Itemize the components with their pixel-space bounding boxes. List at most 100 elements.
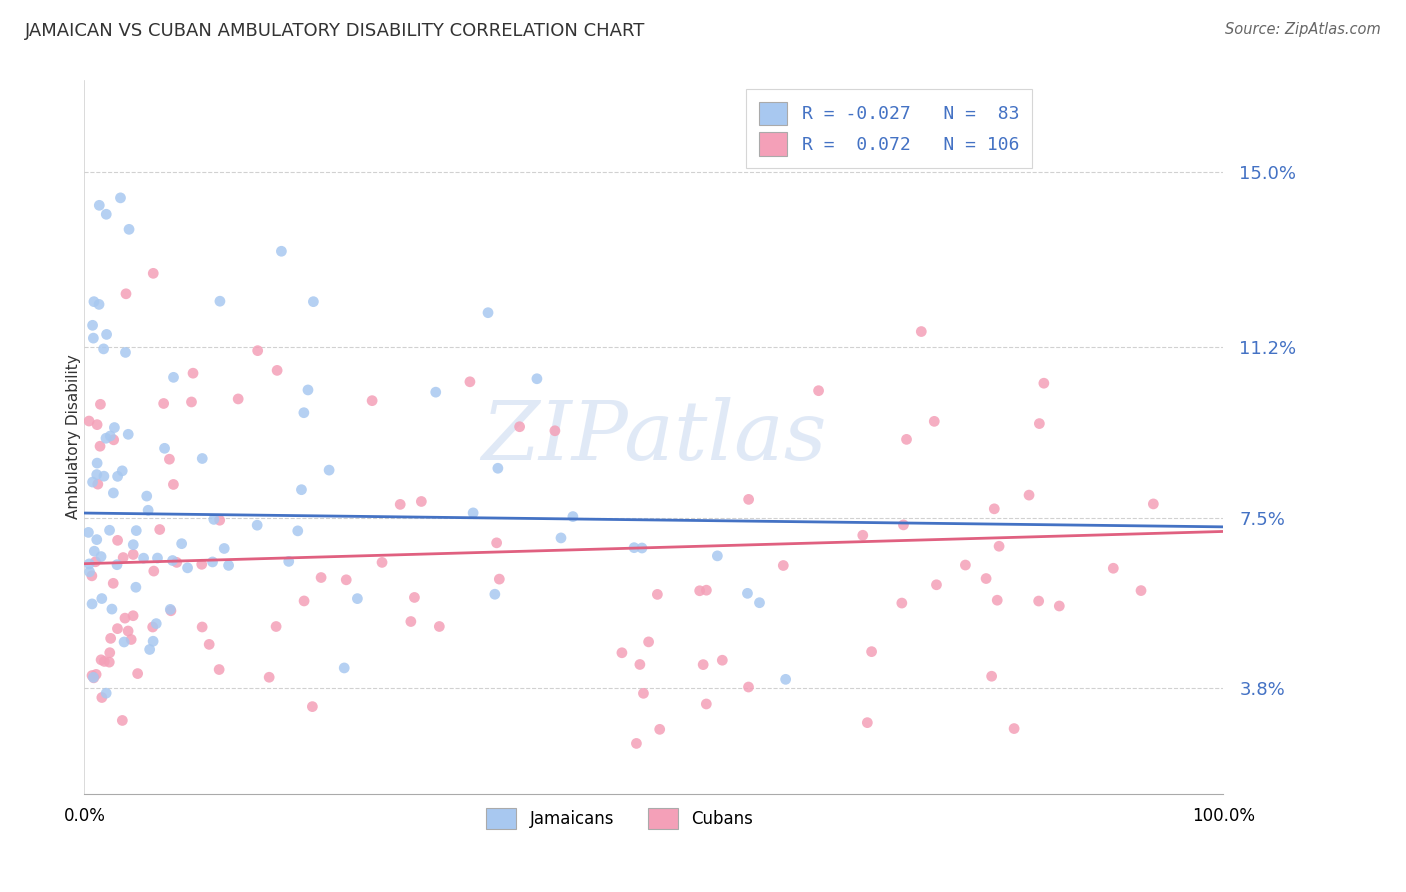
Point xyxy=(111,714,134,728)
Point xyxy=(142,620,165,634)
Point xyxy=(692,657,714,672)
Point xyxy=(153,442,176,456)
Point xyxy=(1028,417,1050,431)
Point xyxy=(114,345,136,359)
Point xyxy=(1002,722,1025,736)
Point xyxy=(628,657,651,672)
Point xyxy=(180,395,202,409)
Point xyxy=(138,642,160,657)
Point xyxy=(980,669,1002,683)
Point xyxy=(159,602,181,616)
Point xyxy=(90,653,112,667)
Point xyxy=(79,565,101,579)
Point xyxy=(610,646,633,660)
Point xyxy=(208,513,231,527)
Point xyxy=(89,198,111,212)
Point xyxy=(1028,594,1050,608)
Point xyxy=(477,306,499,320)
Point xyxy=(89,439,111,453)
Point xyxy=(633,686,655,700)
Point xyxy=(695,583,717,598)
Point xyxy=(90,690,112,705)
Point xyxy=(333,661,356,675)
Point xyxy=(890,596,912,610)
Point xyxy=(98,646,121,660)
Point xyxy=(84,667,107,681)
Point xyxy=(711,653,734,667)
Point xyxy=(162,477,184,491)
Point xyxy=(637,635,659,649)
Point xyxy=(266,363,288,377)
Point xyxy=(202,512,225,526)
Point xyxy=(246,518,269,533)
Point xyxy=(80,569,103,583)
Point xyxy=(89,397,111,411)
Point xyxy=(485,536,508,550)
Point xyxy=(648,723,671,737)
Point xyxy=(142,634,165,648)
Point xyxy=(425,385,447,400)
Point xyxy=(96,686,118,700)
Point xyxy=(103,420,125,434)
Point xyxy=(77,557,100,571)
Point xyxy=(80,668,103,682)
Point xyxy=(626,736,648,750)
Point xyxy=(90,549,112,564)
Point xyxy=(974,572,997,586)
Point xyxy=(411,494,433,508)
Point xyxy=(86,467,108,482)
Point xyxy=(132,551,155,566)
Point xyxy=(107,469,129,483)
Point xyxy=(84,555,107,569)
Text: JAMAICAN VS CUBAN AMBULATORY DISABILITY CORRELATION CHART: JAMAICAN VS CUBAN AMBULATORY DISABILITY … xyxy=(25,22,645,40)
Point xyxy=(190,558,212,572)
Point xyxy=(208,294,231,309)
Point xyxy=(1130,583,1153,598)
Point xyxy=(458,375,481,389)
Point xyxy=(983,501,1005,516)
Point xyxy=(125,524,148,538)
Point xyxy=(292,594,315,608)
Point xyxy=(125,580,148,594)
Point xyxy=(988,539,1011,553)
Point xyxy=(526,372,548,386)
Point xyxy=(98,429,121,443)
Point xyxy=(561,509,583,524)
Point xyxy=(149,523,172,537)
Point xyxy=(142,266,165,280)
Point xyxy=(893,517,915,532)
Point xyxy=(689,583,711,598)
Point xyxy=(191,620,214,634)
Point xyxy=(986,593,1008,607)
Point xyxy=(292,406,315,420)
Point xyxy=(77,525,100,540)
Point xyxy=(86,417,108,432)
Point xyxy=(486,461,509,475)
Point xyxy=(695,697,717,711)
Point xyxy=(93,469,115,483)
Point xyxy=(146,551,169,566)
Point xyxy=(111,464,134,478)
Point xyxy=(96,207,118,221)
Text: ZIPatlas: ZIPatlas xyxy=(481,397,827,477)
Point xyxy=(852,528,875,542)
Point xyxy=(198,637,221,651)
Point xyxy=(117,624,139,638)
Point xyxy=(277,554,299,568)
Point xyxy=(127,666,149,681)
Point xyxy=(1018,488,1040,502)
Point xyxy=(101,602,124,616)
Point xyxy=(135,489,157,503)
Point xyxy=(117,427,139,442)
Legend: Jamaicans, Cubans: Jamaicans, Cubans xyxy=(479,802,759,836)
Point xyxy=(82,331,104,345)
Point xyxy=(257,670,280,684)
Point xyxy=(105,558,128,572)
Point xyxy=(103,576,125,591)
Point xyxy=(103,433,125,447)
Point xyxy=(301,699,323,714)
Point xyxy=(389,497,412,511)
Point xyxy=(484,587,506,601)
Point xyxy=(772,558,794,573)
Point xyxy=(925,578,948,592)
